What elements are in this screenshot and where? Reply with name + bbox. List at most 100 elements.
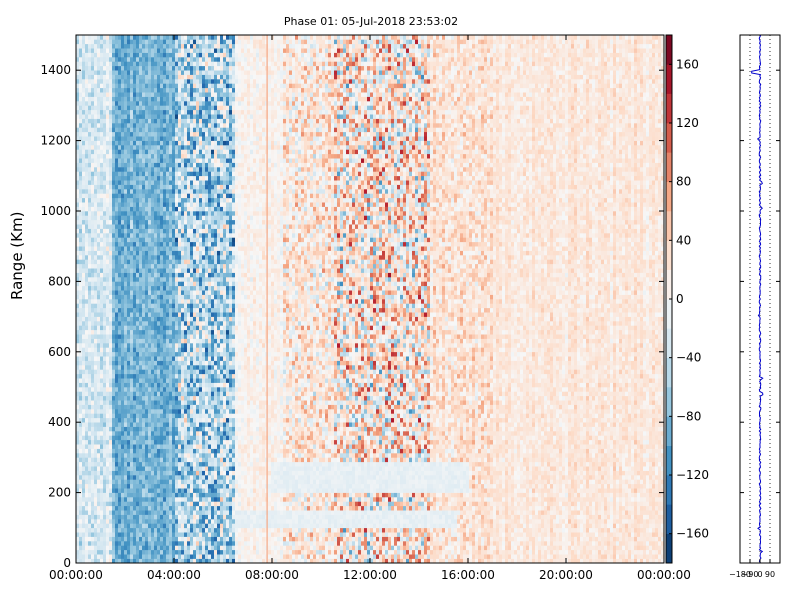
- heatmap-cell: [106, 74, 110, 80]
- heatmap-cell: [88, 74, 92, 80]
- heatmap-cell: [82, 457, 86, 463]
- heatmap-cell: [82, 202, 86, 207]
- heatmap-cell: [103, 250, 107, 256]
- heatmap-cell: [76, 96, 80, 102]
- heatmap-cell: [118, 43, 122, 49]
- heatmap-cell: [157, 400, 161, 405]
- heatmap-cell: [130, 219, 134, 225]
- heatmap-cell: [181, 448, 185, 454]
- heatmap-cell: [118, 435, 122, 441]
- heatmap-cell: [130, 391, 134, 397]
- heatmap-cell: [193, 281, 197, 287]
- heatmap-cell: [118, 180, 122, 185]
- heatmap-cell: [97, 369, 101, 375]
- heatmap-cell: [115, 285, 119, 291]
- heatmap-cell: [169, 409, 173, 414]
- heatmap-cell: [106, 527, 110, 533]
- heatmap-cell: [193, 65, 197, 71]
- heatmap-cell: [124, 413, 128, 419]
- heatmap-cell: [196, 233, 200, 238]
- heatmap-cell: [97, 219, 101, 225]
- heatmap-cell: [115, 74, 119, 80]
- heatmap-cell: [139, 514, 143, 520]
- heatmap-cell: [133, 343, 137, 348]
- heatmap-cell: [130, 532, 134, 537]
- heatmap-cell: [85, 536, 89, 542]
- heatmap-cell: [196, 96, 200, 102]
- heatmap-cell: [94, 74, 98, 80]
- heatmap-cell: [178, 197, 182, 203]
- heatmap-cell: [172, 541, 176, 546]
- heatmap-cell: [82, 290, 86, 295]
- heatmap-cell: [193, 153, 197, 159]
- heatmap-cell: [115, 92, 119, 97]
- heatmap-cell: [196, 180, 200, 185]
- heatmap-cell: [163, 281, 167, 287]
- heatmap-cell: [82, 369, 86, 375]
- heatmap-cell: [136, 237, 140, 243]
- heatmap-cell: [145, 215, 149, 221]
- heatmap-cell: [82, 233, 86, 238]
- heatmap-cell: [130, 369, 134, 375]
- heatmap-cell: [166, 92, 170, 97]
- heatmap-cell: [130, 87, 134, 93]
- heatmap-cell: [133, 426, 137, 432]
- heatmap-cell: [166, 35, 170, 40]
- heatmap-cell: [154, 193, 158, 199]
- heatmap-cell: [154, 479, 158, 485]
- heatmap-cell: [97, 206, 101, 212]
- heatmap-cell: [178, 299, 182, 304]
- heatmap-cell: [115, 347, 119, 353]
- heatmap-cell: [115, 87, 119, 93]
- heatmap-cell: [121, 475, 125, 480]
- heatmap-cell: [184, 109, 188, 115]
- heatmap-cell: [85, 523, 89, 529]
- heatmap-cell: [82, 105, 86, 111]
- heatmap-cell: [94, 523, 98, 529]
- heatmap-cell: [169, 123, 173, 128]
- heatmap-cell: [115, 197, 119, 203]
- heatmap-cell: [100, 35, 104, 40]
- heatmap-cell: [157, 277, 161, 282]
- heatmap-cell: [187, 321, 191, 326]
- heatmap-cell: [124, 109, 128, 115]
- heatmap-cell: [118, 228, 122, 234]
- heatmap-cell: [190, 519, 194, 524]
- heatmap-cell: [157, 325, 161, 331]
- heatmap-cell: [139, 532, 143, 537]
- heatmap-cell: [142, 545, 146, 551]
- heatmap-cell: [118, 87, 122, 93]
- heatmap-cell: [82, 391, 86, 397]
- heatmap-cell: [88, 197, 92, 203]
- heatmap-cell: [79, 197, 83, 203]
- heatmap-cell: [187, 272, 191, 278]
- heatmap-cell: [109, 211, 113, 216]
- heatmap-cell: [139, 211, 143, 216]
- heatmap-cell: [169, 140, 173, 146]
- heatmap-cell: [142, 470, 146, 476]
- heatmap-cell: [169, 57, 173, 62]
- heatmap-cell: [160, 527, 164, 533]
- heatmap-cell: [91, 237, 95, 243]
- heatmap-cell: [94, 400, 98, 405]
- heatmap-cell: [106, 558, 110, 564]
- heatmap-cell: [139, 453, 143, 458]
- heatmap-cell: [193, 400, 197, 405]
- heatmap-cell: [154, 228, 158, 234]
- heatmap-cell: [133, 197, 137, 203]
- heatmap-cell: [184, 409, 188, 414]
- heatmap-cell: [160, 79, 164, 84]
- heatmap-cell: [151, 202, 155, 207]
- heatmap-cell: [85, 378, 89, 383]
- heatmap-cell: [169, 307, 173, 313]
- heatmap-cell: [121, 360, 125, 366]
- heatmap-cell: [106, 215, 110, 221]
- heatmap-cell: [166, 391, 170, 397]
- heatmap-cell: [145, 343, 149, 348]
- heatmap-cell: [100, 373, 104, 379]
- heatmap-cell: [82, 470, 86, 476]
- heatmap-cell: [169, 153, 173, 159]
- heatmap-cell: [88, 439, 92, 445]
- heatmap-cell: [142, 475, 146, 480]
- heatmap-cell: [76, 343, 80, 348]
